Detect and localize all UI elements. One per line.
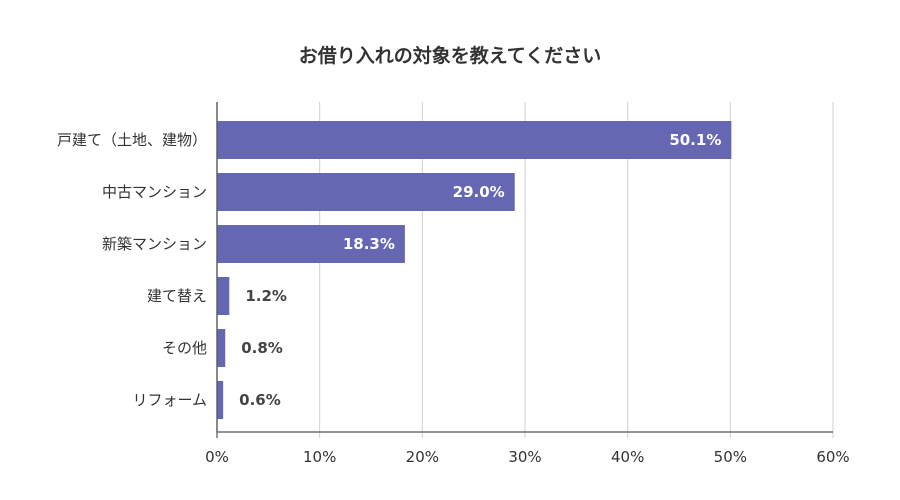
bars (217, 121, 732, 419)
bar-4 (217, 329, 226, 367)
data-label-2: 18.3% (343, 235, 395, 253)
x-tick-label-10: 10% (303, 448, 336, 466)
x-tick-label-50: 50% (714, 448, 747, 466)
bar-2 (217, 225, 405, 263)
data-label-3: 1.2% (245, 287, 287, 305)
x-tick-label-60: 60% (816, 448, 849, 466)
x-tick-label-0: 0% (205, 448, 229, 466)
data-label-4: 0.8% (241, 339, 283, 357)
data-label-0: 50.1% (669, 131, 721, 149)
x-tick-label-40: 40% (611, 448, 644, 466)
bar-0 (217, 121, 732, 159)
bar-5 (217, 381, 224, 419)
category-label-1: 中古マンション (102, 183, 207, 201)
x-tick-label-20: 20% (406, 448, 439, 466)
category-label-4: その他 (162, 339, 207, 357)
chart-title: お借り入れの対象を教えてください (299, 44, 601, 67)
category-label-5: リフォーム (132, 391, 207, 409)
bar-1 (217, 173, 515, 211)
category-label-2: 新築マンション (102, 235, 207, 253)
data-label-5: 0.6% (239, 391, 281, 409)
bar-3 (217, 277, 230, 315)
category-label-0: 戸建て（土地、建物） (57, 131, 207, 149)
data-label-1: 29.0% (453, 183, 505, 201)
category-labels: 戸建て（土地、建物） 50.1% 中古マンション 29.0% 新築マンション 18.3% 建… (57, 131, 721, 409)
category-label-3: 建て替え (147, 287, 207, 305)
x-tick-label-30: 30% (508, 448, 541, 466)
x-axis-ticks: 0% 10% 20% 30% 40% 50% 60% (205, 448, 850, 466)
